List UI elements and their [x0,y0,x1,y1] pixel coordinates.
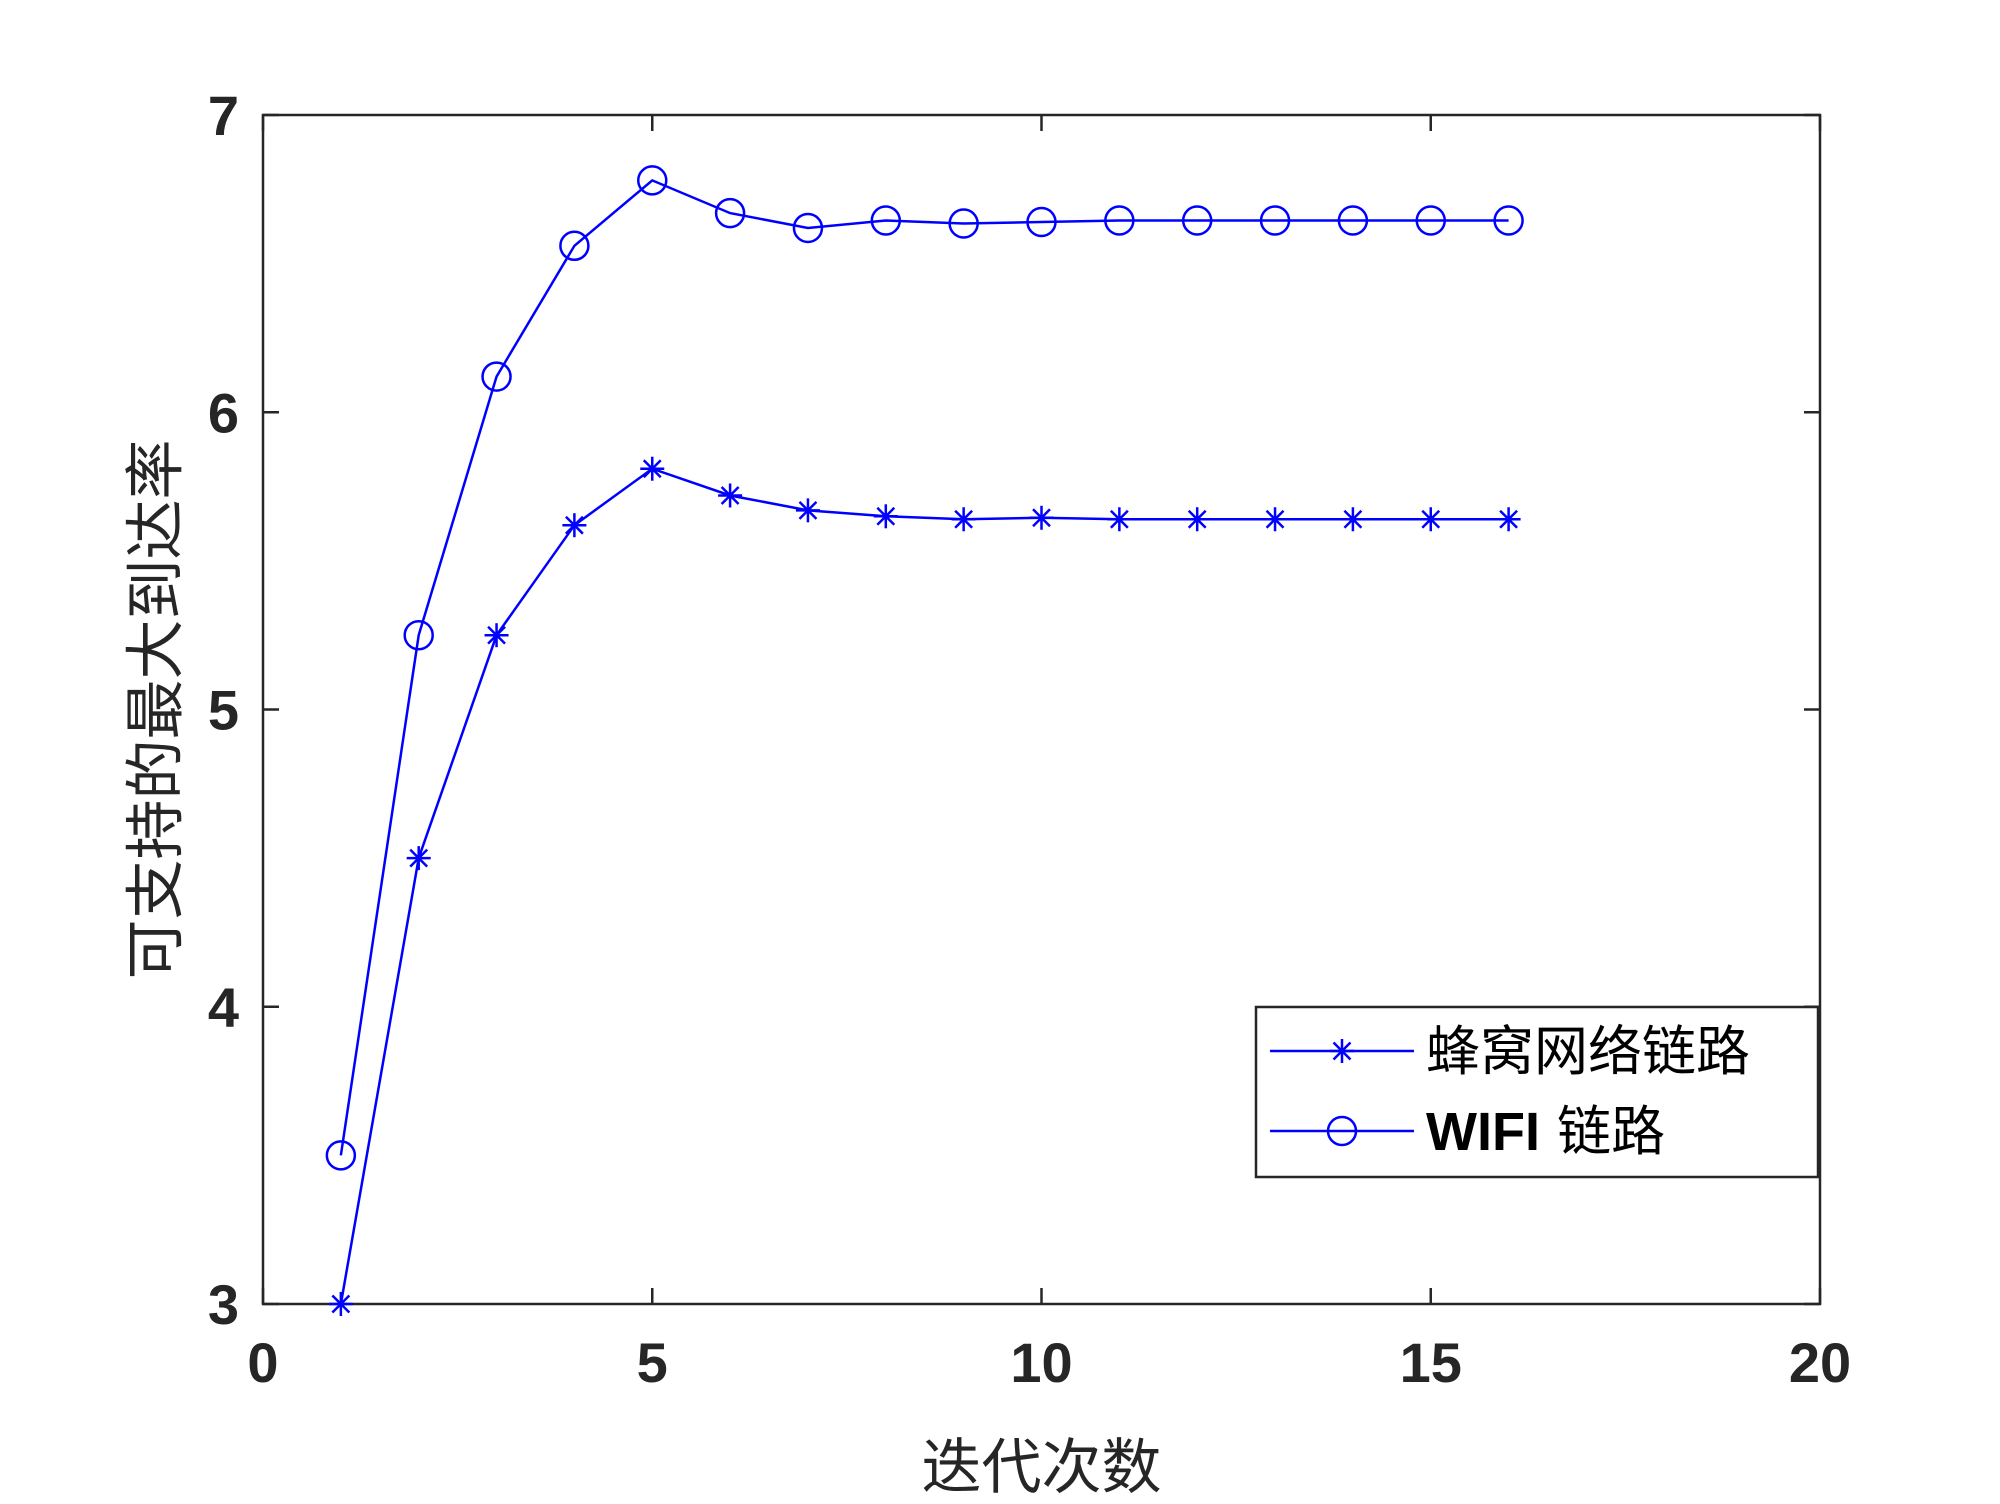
series-wifi [325,165,1524,1171]
x-tick-label: 5 [637,1331,668,1394]
y-tick-labels: 3 4 5 6 7 [208,84,239,1336]
y-tick-label: 4 [208,976,239,1039]
data-point [1029,505,1054,530]
data-point [481,361,512,392]
data-point [1263,507,1288,532]
data-point [1418,507,1443,532]
legend: 蜂窝网络链路 WIFI 链路 [1254,1005,1820,1179]
series-cellular [328,456,1521,1316]
data-point [1026,206,1057,238]
legend-label: 蜂窝网络链路 [1426,1020,1750,1083]
tick-marks [261,113,1822,1306]
data-point [1337,205,1369,236]
x-tick-label: 0 [247,1331,278,1394]
data-point [1340,507,1365,532]
legend-marker [1330,1039,1354,1063]
data-point [325,1140,357,1171]
legend-label: WIFI 链路 [1426,1100,1665,1163]
data-point [1493,205,1524,236]
legend-box [1254,1005,1820,1179]
series-line [339,467,1509,1305]
data-point [1107,507,1132,532]
y-axis-label: 可支持的最大到达率 [122,440,192,980]
data-point [559,230,590,262]
legend-items: 蜂窝网络链路 WIFI 链路 [1270,1020,1750,1163]
legend-item: WIFI 链路 [1270,1100,1665,1163]
y-tick-label: 6 [208,381,239,444]
data-point [870,205,902,236]
x-axis-label: 迭代次数 [922,1433,1162,1503]
data-point [1185,507,1210,532]
data-point [328,1292,353,1316]
x-tick-label: 15 [1400,1331,1462,1394]
data-point [792,212,824,244]
series-layer [325,165,1524,1316]
data-point [714,197,746,229]
data-point [795,498,820,523]
data-point [951,507,976,532]
data-point [484,623,509,648]
data-point [1181,205,1213,236]
legend-item: 蜂窝网络链路 [1270,1020,1750,1083]
y-tick-label: 5 [208,679,239,742]
legend-marker [1326,1115,1358,1147]
data-point [1259,205,1291,236]
data-point [718,483,743,508]
data-point [403,619,434,651]
y-tick-label: 7 [208,84,239,147]
data-point [637,165,668,196]
data-point [948,208,979,239]
data-point [1104,205,1135,236]
series-line [339,178,1509,1156]
data-point [406,846,431,871]
x-tick-label: 10 [1010,1331,1072,1394]
data-point [1496,507,1521,532]
data-point [640,456,665,481]
data-point [873,504,898,529]
x-tick-labels: 0 5 10 15 20 [247,1331,1851,1394]
data-point [562,513,587,538]
data-point [1415,205,1446,236]
x-tick-label: 20 [1789,1331,1851,1394]
y-tick-label: 3 [208,1273,239,1336]
